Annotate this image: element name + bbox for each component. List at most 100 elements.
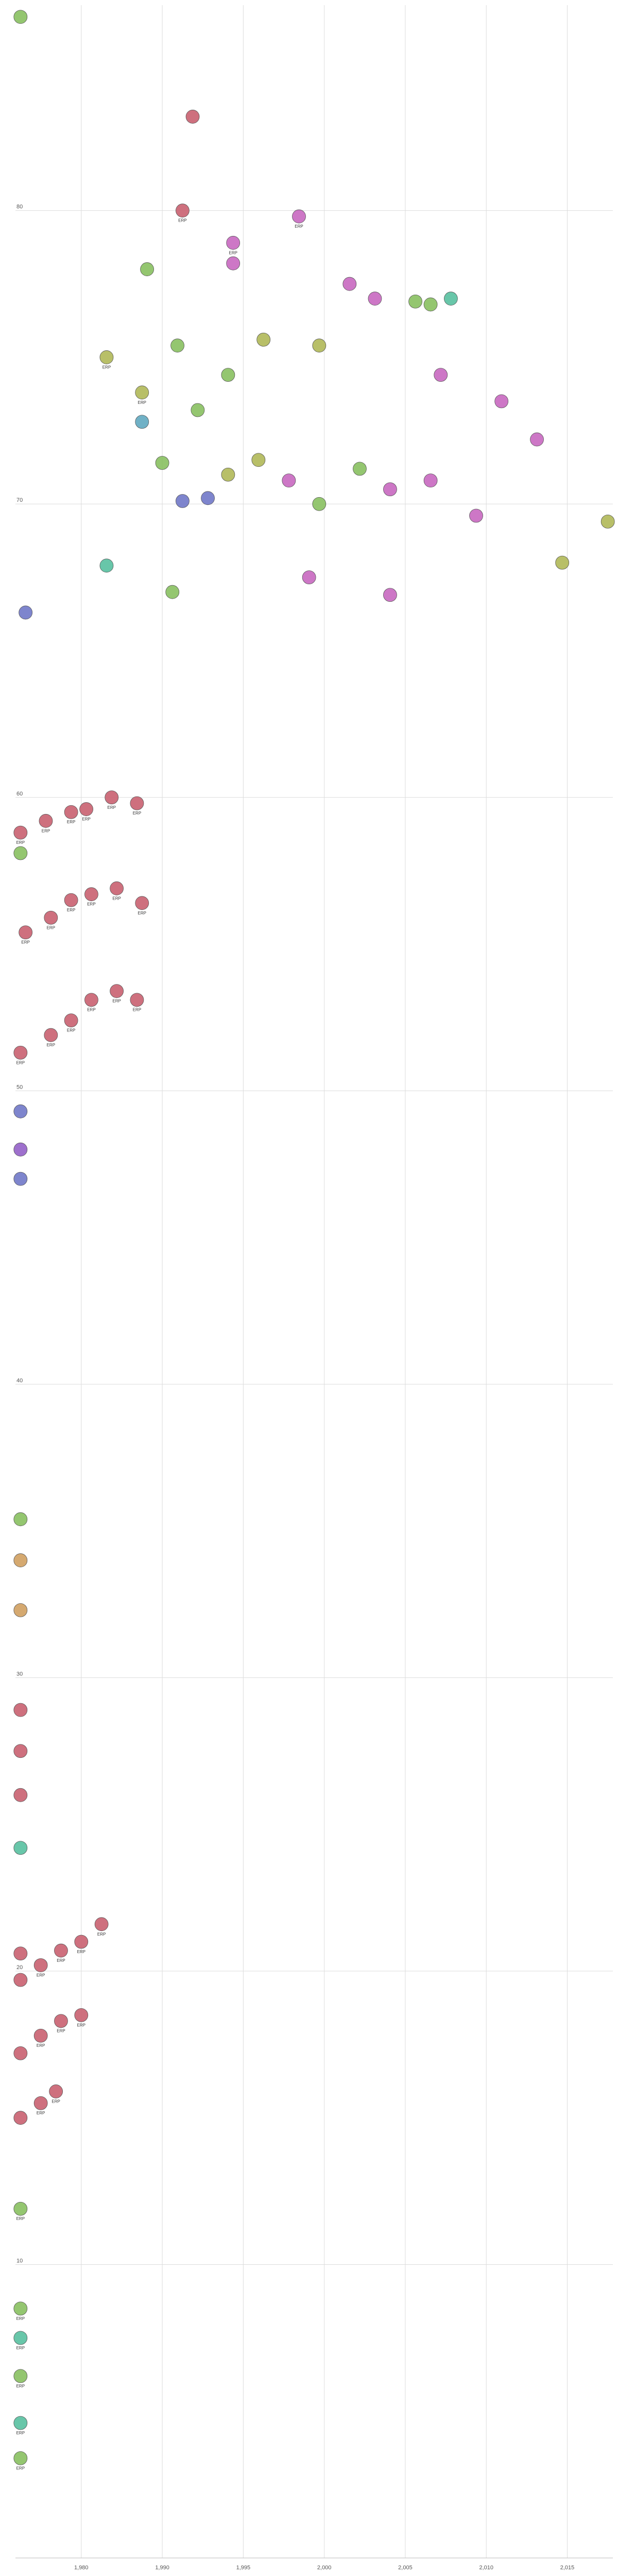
point-marker: [282, 473, 296, 488]
data-point: [353, 462, 367, 476]
data-point: [13, 1841, 28, 1855]
data-point: [99, 558, 114, 573]
point-marker: [33, 2028, 48, 2043]
data-point: [600, 514, 615, 529]
data-point: [13, 2111, 28, 2125]
point-marker: [408, 294, 423, 309]
y-tick-label: 80: [16, 204, 23, 210]
data-point: ERP: [13, 1045, 28, 1065]
data-point: ERP: [44, 1028, 58, 1047]
point-marker: [110, 881, 124, 895]
x-tick-label: 2,005: [398, 2565, 413, 2571]
point-marker: [155, 456, 169, 470]
point-label: ERP: [16, 2346, 25, 2350]
data-point: [555, 555, 570, 570]
point-marker: [13, 1045, 28, 1060]
point-marker: [469, 509, 483, 523]
data-point: ERP: [135, 896, 149, 916]
data-point: [135, 415, 149, 429]
data-point: [155, 456, 169, 470]
point-label: ERP: [16, 2216, 25, 2221]
data-point: [13, 1603, 28, 1617]
point-label: ERP: [57, 2029, 65, 2033]
point-label: ERP: [77, 1950, 85, 1954]
data-point: ERP: [292, 209, 306, 229]
point-marker: [342, 277, 357, 291]
data-point: [13, 846, 28, 860]
data-point: [221, 368, 235, 382]
data-point: ERP: [94, 1917, 109, 1937]
point-label: ERP: [138, 911, 146, 916]
data-point: [13, 1104, 28, 1118]
point-marker: [39, 814, 53, 828]
point-marker: [292, 209, 306, 224]
point-label: ERP: [67, 1028, 75, 1033]
data-point: [226, 256, 241, 270]
point-marker: [84, 887, 98, 902]
data-point: [444, 292, 458, 306]
point-label: ERP: [178, 218, 186, 223]
data-point: [530, 432, 544, 447]
data-point: [13, 10, 28, 24]
data-point: [423, 297, 438, 312]
point-marker: [176, 494, 190, 508]
point-label: ERP: [87, 1008, 95, 1012]
point-label: ERP: [37, 2111, 45, 2115]
point-marker: [494, 394, 509, 409]
data-point: [342, 277, 357, 291]
point-marker: [94, 1917, 109, 1931]
point-label: ERP: [16, 840, 25, 845]
point-label: ERP: [52, 2099, 60, 2104]
point-marker: [13, 2111, 28, 2125]
point-marker: [256, 332, 271, 347]
point-marker: [13, 1703, 28, 1717]
point-marker: [530, 432, 544, 447]
point-marker: [33, 1958, 48, 1972]
point-marker: [221, 467, 235, 482]
point-marker: [13, 1172, 28, 1186]
point-marker: [13, 2369, 28, 2383]
point-marker: [135, 415, 149, 429]
axis-ticks: 1,980 1,990 1,995 2,000 2,005 2,010 2,015 10 20 3…: [16, 204, 574, 2571]
y-tick-label: 50: [16, 1084, 23, 1090]
data-point: [383, 588, 397, 602]
data-point: [13, 1553, 28, 1567]
point-marker: [13, 1788, 28, 1802]
data-point: [434, 368, 448, 382]
point-marker: [302, 570, 316, 585]
point-label: ERP: [87, 902, 95, 907]
data-point: [312, 497, 327, 511]
point-marker: [13, 1142, 28, 1157]
data-point: ERP: [19, 925, 33, 945]
data-point: ERP: [135, 385, 149, 405]
point-marker: [54, 1943, 68, 1958]
point-marker: [383, 588, 397, 602]
point-marker: [49, 2084, 63, 2098]
point-label: ERP: [229, 250, 237, 255]
x-tick-label: 1,995: [236, 2565, 251, 2571]
point-marker: [165, 585, 180, 599]
point-label: ERP: [21, 940, 29, 945]
point-label: ERP: [42, 828, 50, 833]
data-point: ERP: [105, 790, 119, 810]
point-marker: [312, 338, 327, 353]
point-label: ERP: [112, 896, 121, 901]
point-marker: [13, 2451, 28, 2465]
point-marker: [312, 497, 327, 511]
data-point: [19, 605, 33, 620]
data-point: ERP: [64, 1013, 78, 1033]
point-marker: [130, 993, 144, 1007]
point-marker: [13, 2331, 28, 2345]
point-label: ERP: [133, 811, 141, 816]
data-point: ERP: [176, 204, 190, 223]
point-label: ERP: [16, 2431, 25, 2435]
data-point: ERP: [13, 2416, 28, 2435]
data-point: [13, 1744, 28, 1758]
point-marker: [13, 1512, 28, 1527]
point-marker: [44, 1028, 58, 1042]
data-point: ERP: [44, 910, 58, 930]
point-marker: [64, 1013, 78, 1028]
point-label: ERP: [67, 820, 75, 824]
data-point: [13, 1973, 28, 1987]
point-marker: [226, 235, 241, 250]
